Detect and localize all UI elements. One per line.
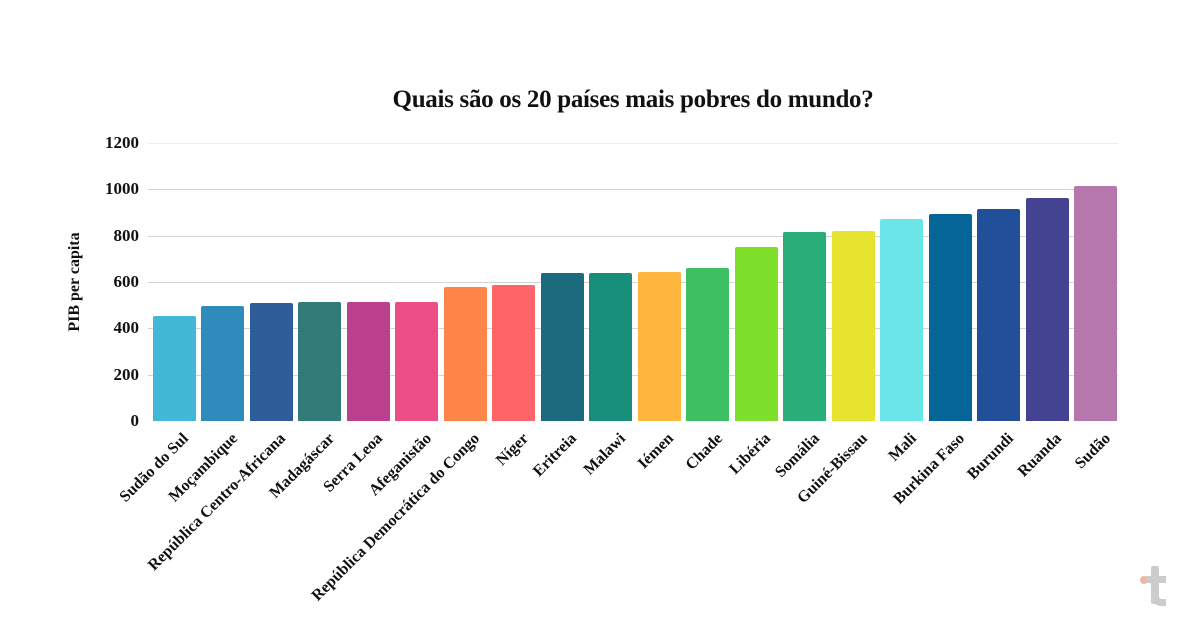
x-tick-label: Chade [682,430,726,474]
x-tick-label: Níger [492,430,532,470]
y-tick-label: 200 [113,364,140,384]
gridline [148,374,1118,376]
bar [1025,197,1069,421]
gridline [148,189,1118,191]
bar [540,272,584,421]
bar [686,268,730,421]
y-tick-label: 800 [113,225,140,245]
bar [152,315,196,421]
y-tick-label: 600 [113,272,140,291]
bar [492,285,536,421]
y-tick-label: 1000 [105,179,139,199]
bar [734,247,778,421]
gridline [148,282,1118,283]
y-tick-label: 1200 [105,133,139,152]
bar [443,287,487,421]
x-tick-label: Libéria [726,430,775,478]
x-tick-label: Sudão [1071,430,1114,473]
gridline [148,235,1118,237]
y-tick-label: 0 [130,411,140,430]
gridline [148,328,1118,330]
bar [1074,186,1118,421]
logo-icon [1140,566,1166,606]
plot-area [148,143,1118,421]
bar [880,219,924,421]
bar [831,231,875,421]
x-tick-label: Malawi [580,430,629,479]
bar [589,272,633,421]
bar [783,231,827,421]
y-tick-label: 400 [113,318,140,338]
bar [637,272,681,421]
y-axis-label: PIB per capita [66,232,83,332]
x-tick-label: Burundi [963,430,1017,483]
bar [298,301,342,421]
bar [346,301,390,421]
chart-title: Quais são os 20 países mais pobres do mu… [392,86,874,113]
bar [977,209,1021,421]
x-tick-label: Mali [885,430,920,465]
gridline [148,143,1118,144]
x-tick-label: Ruanda [1014,430,1066,481]
x-tick-label: Eritreia [530,430,581,481]
bar [201,305,245,421]
bar [395,301,439,421]
bar [249,302,293,421]
watermark-logo [1138,560,1178,610]
x-tick-label: Iémen [635,430,678,473]
bar [928,213,972,421]
